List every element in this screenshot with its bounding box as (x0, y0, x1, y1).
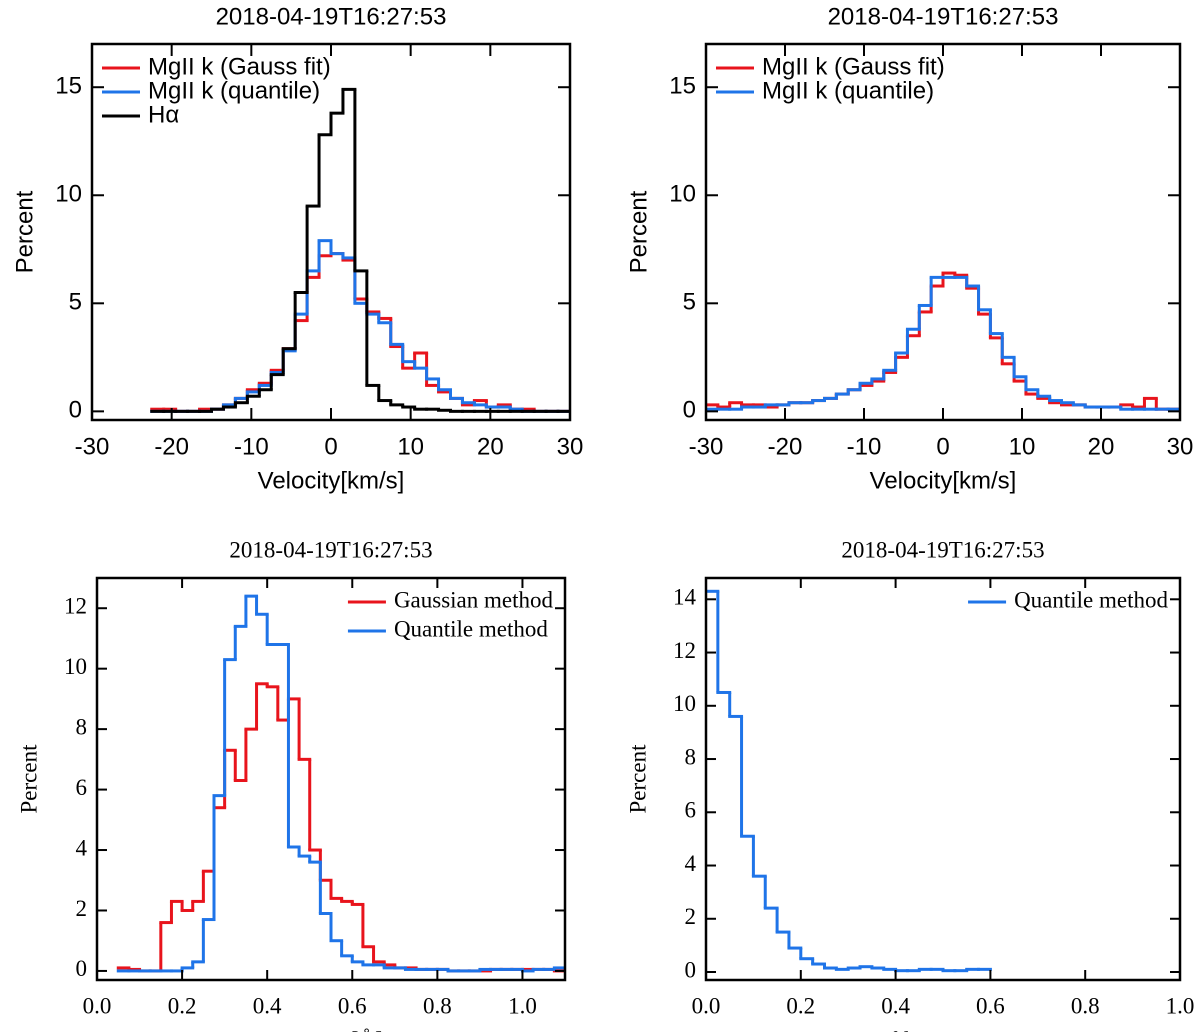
y-tick-label: 6 (685, 798, 697, 823)
x-tick-label: 0.2 (168, 993, 197, 1018)
chart-title: 2018-04-19T16:27:53 (229, 537, 432, 562)
plot-area (706, 271, 1180, 411)
x-axis-label: FWHM[Å] (279, 1027, 383, 1032)
y-tick-label: 0 (683, 397, 696, 424)
y-tick-label: 0 (685, 957, 697, 982)
y-tick-label: 8 (685, 744, 697, 769)
legend-label: MgII k (quantile) (762, 77, 934, 104)
y-tick-label: 10 (673, 691, 696, 716)
legend-label: MgII k (Gauss fit) (148, 53, 331, 80)
x-tick-label: -20 (768, 433, 803, 460)
x-axis-label: Profile asymmetry (858, 1027, 1029, 1032)
y-tick-label: 10 (55, 181, 82, 208)
y-tick-label: 0 (69, 397, 82, 424)
legend-label: Quantile method (1014, 587, 1168, 612)
x-tick-label: 0.0 (83, 993, 112, 1018)
chart-title: 2018-04-19T16:27:53 (841, 537, 1044, 562)
legend-label: Quantile method (394, 616, 548, 641)
y-axis-label: Percent (625, 744, 650, 814)
x-tick-label: 0 (936, 433, 949, 460)
y-tick-label: 12 (64, 594, 87, 619)
x-tick-label: 0.8 (1071, 993, 1100, 1018)
x-tick-label: 0.6 (976, 993, 1005, 1018)
x-tick-label: 20 (477, 433, 504, 460)
axes-frame (704, 576, 1182, 982)
x-tick-label: 0.6 (338, 993, 367, 1018)
x-tick-label: 30 (557, 433, 584, 460)
x-tick-label: 10 (1009, 433, 1036, 460)
x-tick-label: 0.0 (692, 993, 721, 1018)
x-tick-label: 0 (324, 433, 337, 460)
y-tick-label: 5 (683, 289, 696, 316)
panel: 0.0 0.2 0.4 0.6 0.8 1.0 0 2 4 6 8 10 12 14 2018-04-19T… (625, 537, 1194, 1032)
plot-area (116, 594, 565, 973)
y-axis-label: Percent (16, 744, 41, 814)
panel: -30 -20 -10 0 10 20 30 0 5 10 15 2018-04-19T16:27:5… (625, 3, 1193, 494)
axes-frame (95, 576, 567, 982)
y-tick-label: 8 (76, 714, 88, 739)
x-tick-label: 0.8 (423, 993, 452, 1018)
y-tick-label: 12 (673, 638, 696, 663)
y-axis-label: Percent (11, 190, 38, 273)
x-tick-label: -30 (689, 433, 724, 460)
chart-title: 2018-04-19T16:27:53 (828, 3, 1059, 30)
x-tick-label: 0.4 (253, 993, 282, 1018)
x-tick-label: 10 (397, 433, 424, 460)
legend-label: MgII k (quantile) (148, 77, 320, 104)
plot-area (150, 87, 570, 413)
y-tick-label: 15 (669, 73, 696, 100)
y-tick-label: 14 (673, 585, 697, 610)
y-tick-label: 5 (69, 289, 82, 316)
x-axis-label: Velocity[km/s] (258, 467, 405, 494)
x-tick-label: -30 (75, 433, 110, 460)
x-tick-label: 30 (1167, 433, 1194, 460)
y-axis-label: Percent (625, 190, 652, 273)
y-tick-label: 10 (64, 654, 87, 679)
y-tick-label: 4 (76, 835, 88, 860)
legend-label: MgII k (Gauss fit) (762, 53, 945, 80)
y-tick-label: 2 (685, 904, 697, 929)
legend-label: Hα (148, 101, 179, 128)
y-tick-label: 10 (669, 181, 696, 208)
chart-title: 2018-04-19T16:27:53 (216, 3, 447, 30)
x-tick-label: -10 (234, 433, 269, 460)
legend-label: Gaussian method (394, 587, 554, 612)
x-axis-label: Velocity[km/s] (870, 467, 1017, 494)
y-tick-label: 2 (76, 896, 88, 921)
x-tick-label: 0.2 (786, 993, 815, 1018)
x-tick-label: 1.0 (508, 993, 537, 1018)
y-tick-label: 0 (76, 956, 88, 981)
x-tick-label: -20 (154, 433, 189, 460)
x-tick-label: 1.0 (1166, 993, 1195, 1018)
x-tick-label: -10 (847, 433, 882, 460)
x-tick-label: 0.4 (881, 993, 910, 1018)
plot-area (706, 589, 992, 973)
x-tick-label: 20 (1088, 433, 1115, 460)
panel: 0.0 0.2 0.4 0.6 0.8 1.0 0 2 4 6 8 10 12 2018-04-19T16… (16, 537, 567, 1032)
y-tick-label: 15 (55, 73, 82, 100)
y-tick-label: 4 (685, 851, 697, 876)
panel: -30 -20 -10 0 10 20 30 0 5 10 15 2018-04-19T16:27:5… (11, 3, 583, 494)
y-tick-label: 6 (76, 775, 88, 800)
